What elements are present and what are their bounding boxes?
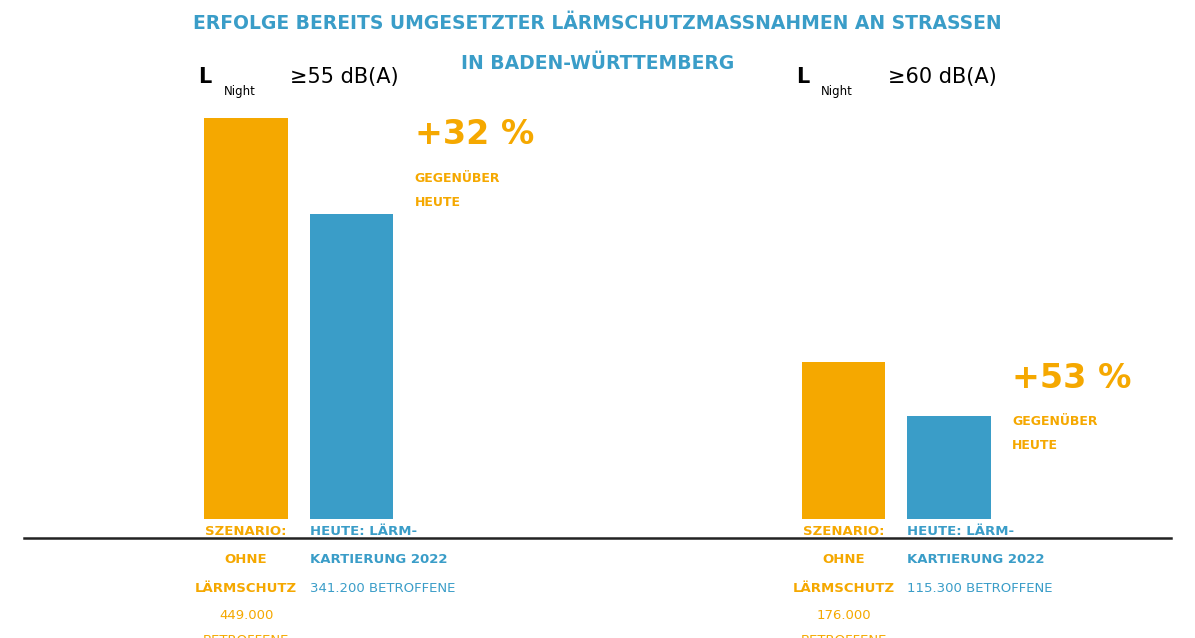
Text: +32 %: +32 % — [415, 119, 534, 151]
Text: ≥60 dB(A): ≥60 dB(A) — [888, 68, 997, 87]
Text: LÄRMSCHUTZ: LÄRMSCHUTZ — [792, 582, 895, 595]
Text: 341.200 BETROFFENE: 341.200 BETROFFENE — [310, 582, 455, 595]
Bar — [802, 362, 885, 519]
Text: HEUTE: LÄRM-: HEUTE: LÄRM- — [310, 525, 417, 538]
Text: SZENARIO:: SZENARIO: — [803, 525, 884, 538]
Text: L: L — [796, 68, 809, 87]
Text: HEUTE: LÄRM-: HEUTE: LÄRM- — [907, 525, 1015, 538]
Text: SZENARIO:: SZENARIO: — [206, 525, 287, 538]
Text: HEUTE: HEUTE — [415, 196, 460, 209]
Text: HEUTE: HEUTE — [1012, 440, 1058, 452]
Text: Night: Night — [223, 84, 256, 98]
Text: BETROFFENE: BETROFFENE — [203, 634, 289, 638]
Text: KARTIERUNG 2022: KARTIERUNG 2022 — [907, 553, 1044, 567]
Text: IN BADEN-WÜRTTEMBERG: IN BADEN-WÜRTTEMBERG — [461, 54, 734, 73]
Text: KARTIERUNG 2022: KARTIERUNG 2022 — [310, 553, 447, 567]
Text: ERFOLGE BEREITS UMGESETZTER LÄRMSCHUTZMASSNAHMEN AN STRASSEN: ERFOLGE BEREITS UMGESETZTER LÄRMSCHUTZMA… — [194, 14, 1001, 33]
Bar — [204, 119, 288, 519]
Text: L: L — [198, 68, 212, 87]
Text: 449.000: 449.000 — [219, 609, 274, 621]
Text: 176.000: 176.000 — [816, 609, 871, 621]
Text: OHNE: OHNE — [225, 553, 268, 567]
Text: BETROFFENE: BETROFFENE — [801, 634, 887, 638]
Text: GEGENÜBER: GEGENÜBER — [1012, 415, 1098, 428]
Bar — [310, 214, 393, 519]
Text: 115.300 BETROFFENE: 115.300 BETROFFENE — [907, 582, 1053, 595]
Bar — [907, 416, 991, 519]
Text: LÄRMSCHUTZ: LÄRMSCHUTZ — [195, 582, 298, 595]
Text: ≥55 dB(A): ≥55 dB(A) — [290, 68, 399, 87]
Text: Night: Night — [821, 84, 853, 98]
Text: GEGENÜBER: GEGENÜBER — [415, 172, 501, 185]
Text: OHNE: OHNE — [822, 553, 865, 567]
Text: +53 %: +53 % — [1012, 362, 1132, 395]
